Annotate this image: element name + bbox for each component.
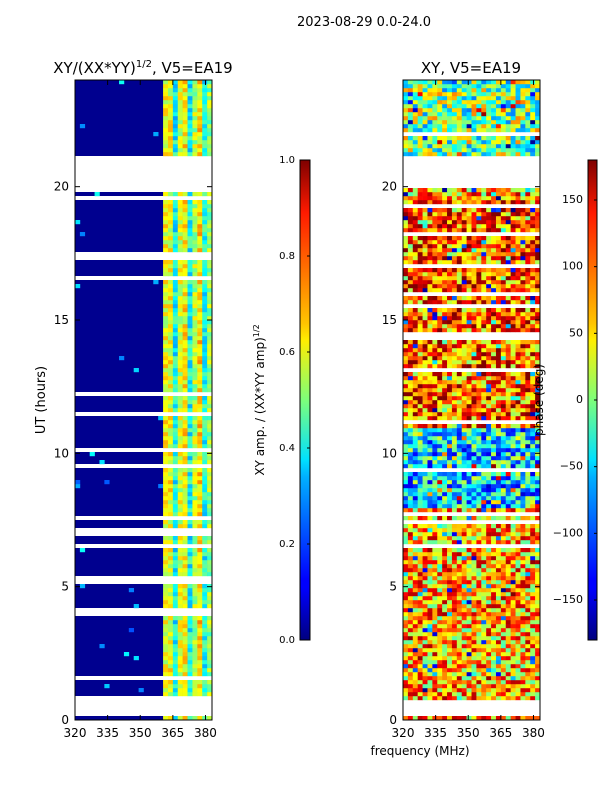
y-tick-label: 5	[389, 580, 397, 594]
y-tick-label: 0	[389, 713, 397, 727]
colorbar-tick-label: −150	[553, 593, 583, 606]
y-tick-label: 15	[382, 313, 397, 327]
amplitude-axis-ticks: 320 335 350 365 380 0 5 10 15 20	[54, 80, 217, 740]
amplitude-plot-frame	[74, 79, 213, 721]
x-tick-label: 335	[96, 726, 119, 740]
shared-xlabel: frequency (MHz)	[370, 744, 469, 758]
amplitude-colorbar-gradient	[299, 159, 311, 641]
y-tick-label: 0	[61, 713, 69, 727]
phase-colorbar: −150 −100 −50 0 50 100 150 phase (deg)	[532, 159, 598, 641]
colorbar-tick-label: 0.8	[279, 251, 295, 262]
phase-colorbar-ticks: −150 −100 −50 0 50 100 150	[553, 193, 597, 606]
colorbar-tick-label: 1.0	[279, 155, 295, 166]
x-tick-label: 365	[161, 726, 184, 740]
phase-axis-ticks: 320 335 350 365 380 0 5 10 15 20	[382, 80, 545, 740]
x-tick-label: 350	[457, 726, 480, 740]
colorbar-tick-label: 0	[576, 393, 583, 406]
y-tick-label: 15	[54, 313, 69, 327]
phase-panel: XY, V5=EA19 320 335 350 365 380 0 5 10 15 20 freq…	[370, 59, 544, 758]
phase-title: XY, V5=EA19	[421, 59, 521, 77]
amplitude-title: XY/(XX*YY)1/2, V5=EA19	[53, 59, 232, 77]
figure-title: 2023-08-29 0.0-24.0	[297, 15, 431, 30]
x-tick-label: 365	[489, 726, 512, 740]
phase-colorbar-label: phase (deg)	[532, 364, 546, 436]
colorbar-tick-label: 50	[569, 326, 583, 339]
y-tick-label: 20	[54, 180, 69, 194]
colorbar-tick-label: 0.0	[279, 635, 295, 646]
colorbar-tick-label: 0.4	[279, 443, 295, 454]
x-tick-label: 320	[392, 726, 415, 740]
x-tick-label: 320	[64, 726, 87, 740]
amplitude-colorbar-ticks: 0.0 0.2 0.4 0.6 0.8 1.0	[279, 155, 310, 646]
amplitude-colorbar-label: XY amp. / (XX*YY amp)1/2	[252, 324, 267, 475]
x-tick-label: 380	[522, 726, 545, 740]
colorbar-tick-label: 0.6	[279, 347, 295, 358]
colorbar-tick-label: −50	[560, 460, 583, 473]
phase-plot-frame	[402, 79, 541, 721]
amplitude-colorbar: 0.0 0.2 0.4 0.6 0.8 1.0 XY amp. / (XX*YY amp)…	[252, 155, 311, 646]
amplitude-panel: XY/(XX*YY)1/2, V5=EA19 320 335 350 365 380 0 5…	[34, 59, 233, 740]
x-tick-label: 350	[129, 726, 152, 740]
colorbar-tick-label: 0.2	[279, 539, 295, 550]
phase-heatmap	[403, 80, 540, 720]
colorbar-tick-label: 150	[562, 193, 583, 206]
colorbar-tick-label: 100	[562, 260, 583, 273]
y-tick-label: 5	[61, 580, 69, 594]
amplitude-ylabel: UT (hours)	[34, 366, 49, 434]
x-tick-label: 335	[424, 726, 447, 740]
y-tick-label: 10	[382, 446, 397, 460]
y-tick-label: 20	[382, 180, 397, 194]
colorbar-tick-label: −100	[553, 526, 583, 539]
y-tick-label: 10	[54, 446, 69, 460]
amplitude-heatmap	[75, 80, 212, 720]
x-tick-label: 380	[194, 726, 217, 740]
